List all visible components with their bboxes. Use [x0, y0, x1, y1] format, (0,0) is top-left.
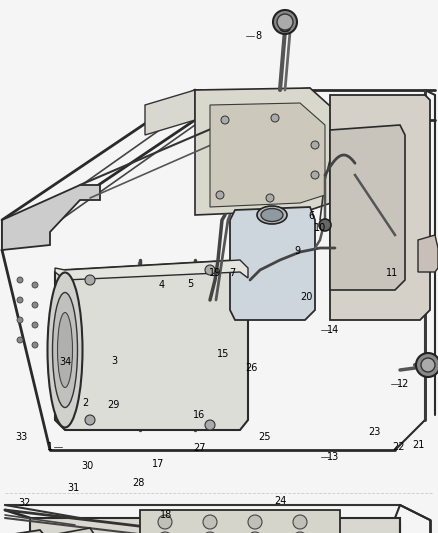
Text: 19: 19: [208, 269, 221, 278]
Circle shape: [85, 415, 95, 425]
Ellipse shape: [57, 312, 73, 387]
Circle shape: [17, 317, 23, 323]
Ellipse shape: [53, 293, 78, 408]
Text: 31: 31: [67, 483, 80, 493]
Ellipse shape: [47, 272, 82, 427]
Text: 22: 22: [392, 442, 405, 451]
Text: 4: 4: [159, 280, 165, 290]
Text: 29: 29: [108, 400, 120, 410]
Text: 5: 5: [187, 279, 194, 289]
Circle shape: [293, 532, 307, 533]
Text: 13: 13: [327, 453, 339, 462]
Polygon shape: [52, 528, 98, 533]
Polygon shape: [55, 260, 248, 280]
Text: 17: 17: [152, 459, 164, 469]
Circle shape: [293, 515, 307, 529]
Ellipse shape: [257, 206, 287, 224]
Polygon shape: [245, 88, 310, 123]
Polygon shape: [418, 235, 438, 272]
Text: 7: 7: [229, 269, 235, 278]
Circle shape: [205, 420, 215, 430]
Polygon shape: [210, 103, 325, 207]
Text: 25: 25: [259, 432, 271, 442]
Text: 23: 23: [368, 427, 381, 437]
Polygon shape: [330, 95, 430, 320]
Polygon shape: [145, 90, 195, 135]
Bar: [30, 518, 400, 533]
Circle shape: [158, 532, 172, 533]
Circle shape: [311, 141, 319, 149]
Circle shape: [32, 282, 38, 288]
Circle shape: [273, 10, 297, 34]
Text: 1: 1: [47, 442, 53, 451]
Circle shape: [216, 191, 224, 199]
Polygon shape: [55, 260, 248, 430]
Circle shape: [17, 297, 23, 303]
Circle shape: [32, 302, 38, 308]
Text: 15: 15: [217, 350, 230, 359]
Circle shape: [416, 353, 438, 377]
Text: 11: 11: [386, 269, 398, 278]
Text: 21: 21: [412, 440, 424, 450]
Text: 26: 26: [246, 363, 258, 373]
Text: 32: 32: [18, 498, 30, 508]
Text: 9: 9: [295, 246, 301, 255]
Circle shape: [277, 14, 293, 30]
Circle shape: [203, 532, 217, 533]
Circle shape: [203, 515, 217, 529]
Text: 33: 33: [16, 432, 28, 442]
Text: 27: 27: [193, 443, 205, 453]
Text: 12: 12: [397, 379, 409, 389]
Circle shape: [221, 116, 229, 124]
Circle shape: [319, 219, 331, 231]
Text: 6: 6: [309, 212, 315, 221]
Text: 14: 14: [327, 326, 339, 335]
Text: 3: 3: [111, 356, 117, 366]
Text: 8: 8: [255, 31, 261, 41]
Text: 34: 34: [60, 358, 72, 367]
Text: 20: 20: [300, 293, 313, 302]
Circle shape: [32, 322, 38, 328]
Polygon shape: [230, 207, 315, 320]
Circle shape: [271, 114, 279, 122]
Circle shape: [158, 515, 172, 529]
Circle shape: [17, 337, 23, 343]
Circle shape: [248, 515, 262, 529]
Polygon shape: [8, 530, 48, 533]
Ellipse shape: [280, 25, 290, 31]
Polygon shape: [195, 88, 340, 215]
Circle shape: [205, 265, 215, 275]
Text: 10: 10: [314, 223, 326, 233]
Circle shape: [32, 342, 38, 348]
Circle shape: [17, 277, 23, 283]
Text: 28: 28: [132, 479, 144, 488]
Polygon shape: [2, 185, 100, 250]
Circle shape: [248, 532, 262, 533]
Text: 16: 16: [193, 410, 205, 419]
Text: 24: 24: [274, 496, 286, 506]
Circle shape: [85, 275, 95, 285]
Circle shape: [266, 194, 274, 202]
Circle shape: [421, 358, 435, 372]
Ellipse shape: [261, 208, 283, 222]
Circle shape: [311, 171, 319, 179]
Text: 18: 18: [160, 510, 173, 520]
Text: 30: 30: [81, 462, 94, 471]
Text: 2: 2: [82, 398, 88, 408]
Bar: [140, 510, 340, 533]
Polygon shape: [330, 125, 405, 290]
